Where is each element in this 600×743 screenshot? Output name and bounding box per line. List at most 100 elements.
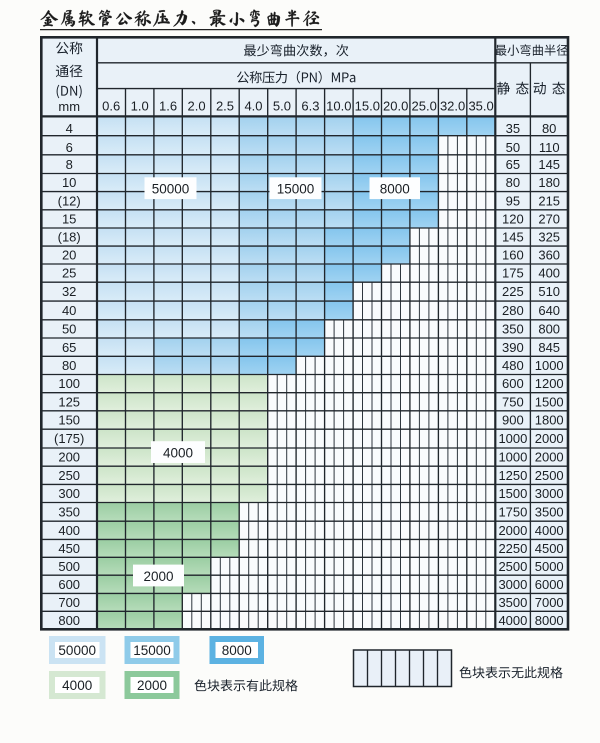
svg-text:6: 6 [66,140,73,155]
svg-text:2000: 2000 [535,450,564,465]
svg-text:(175): (175) [54,431,84,446]
svg-text:120: 120 [502,212,524,227]
svg-text:40: 40 [62,303,76,318]
svg-text:2000: 2000 [137,678,167,693]
svg-text:8000: 8000 [535,613,564,628]
svg-text:25: 25 [62,266,76,281]
svg-text:2.5: 2.5 [216,99,234,114]
svg-text:510: 510 [538,284,560,299]
svg-text:mm: mm [58,99,80,114]
svg-text:900: 900 [502,413,524,428]
svg-text:1500: 1500 [498,486,527,501]
svg-text:8000: 8000 [380,182,410,197]
svg-text:845: 845 [538,340,560,355]
svg-text:4: 4 [66,121,73,136]
svg-text:1800: 1800 [535,413,564,428]
svg-text:1000: 1000 [498,431,527,446]
svg-text:2000: 2000 [143,569,173,584]
svg-text:4000: 4000 [535,523,564,538]
svg-text:65: 65 [62,340,76,355]
svg-text:2500: 2500 [535,468,564,483]
svg-text:800: 800 [58,613,80,628]
svg-text:350: 350 [502,322,524,337]
svg-text:2.0: 2.0 [188,99,206,114]
svg-text:640: 640 [538,303,560,318]
svg-text:3000: 3000 [498,577,527,592]
svg-text:2000: 2000 [498,523,527,538]
svg-text:480: 480 [502,358,524,373]
svg-text:20.0: 20.0 [383,99,408,114]
svg-text:80: 80 [506,175,520,190]
svg-text:4.0: 4.0 [244,99,262,114]
svg-text:145: 145 [538,157,560,172]
svg-text:250: 250 [58,468,80,483]
svg-text:150: 150 [58,413,80,428]
svg-text:15: 15 [62,212,76,227]
svg-text:350: 350 [58,505,80,520]
svg-text:0.6: 0.6 [102,99,120,114]
svg-text:160: 160 [502,248,524,263]
svg-text:5000: 5000 [535,559,564,574]
svg-text:15.0: 15.0 [355,99,380,114]
svg-text:175: 175 [502,266,524,281]
svg-text:3500: 3500 [498,595,527,610]
svg-text:8: 8 [66,157,73,172]
svg-text:10.0: 10.0 [326,99,351,114]
svg-text:1250: 1250 [498,468,527,483]
svg-text:4000: 4000 [498,613,527,628]
svg-text:800: 800 [538,322,560,337]
svg-text:400: 400 [538,266,560,281]
svg-text:50: 50 [62,322,76,337]
svg-text:50000: 50000 [152,182,190,197]
svg-text:4500: 4500 [535,541,564,556]
svg-text:80: 80 [62,358,76,373]
svg-text:1750: 1750 [498,505,527,520]
svg-text:5.0: 5.0 [273,99,291,114]
svg-text:6.3: 6.3 [301,99,319,114]
svg-text:2500: 2500 [498,559,527,574]
svg-text:50: 50 [506,140,520,155]
svg-text:(18): (18) [58,230,81,245]
svg-text:4000: 4000 [62,678,92,693]
svg-text:(12): (12) [58,193,81,208]
svg-text:35.0: 35.0 [468,99,493,114]
svg-text:7000: 7000 [535,595,564,610]
svg-text:15000: 15000 [277,182,315,197]
svg-text:3000: 3000 [535,486,564,501]
svg-text:8000: 8000 [222,643,252,658]
svg-text:10: 10 [62,175,76,190]
svg-text:110: 110 [539,140,560,155]
svg-text:35: 35 [506,121,520,136]
svg-text:180: 180 [538,175,560,190]
svg-text:65: 65 [506,157,520,172]
svg-text:300: 300 [58,486,80,501]
svg-text:145: 145 [502,230,524,245]
svg-text:360: 360 [538,248,560,263]
svg-text:1.0: 1.0 [131,99,149,114]
svg-text:390: 390 [502,340,524,355]
svg-text:80: 80 [542,121,556,136]
svg-text:32: 32 [62,284,76,299]
svg-text:1000: 1000 [498,450,527,465]
svg-text:270: 270 [538,212,560,227]
svg-text:600: 600 [502,376,524,391]
svg-text:25.0: 25.0 [412,99,437,114]
svg-text:215: 215 [538,193,560,208]
svg-text:32.0: 32.0 [440,99,465,114]
svg-text:600: 600 [58,577,80,592]
svg-text:20: 20 [62,248,76,263]
svg-text:1200: 1200 [535,376,564,391]
svg-text:400: 400 [58,523,80,538]
svg-text:4000: 4000 [163,446,193,461]
svg-text:280: 280 [502,303,524,318]
svg-text:6000: 6000 [535,577,564,592]
svg-text:2000: 2000 [535,431,564,446]
svg-text:2250: 2250 [498,541,527,556]
svg-text:1000: 1000 [535,358,564,373]
svg-text:15000: 15000 [133,643,171,658]
svg-text:325: 325 [538,230,560,245]
svg-text:95: 95 [506,193,520,208]
svg-text:500: 500 [58,559,80,574]
svg-text:3500: 3500 [535,505,564,520]
svg-text:1.6: 1.6 [159,99,177,114]
